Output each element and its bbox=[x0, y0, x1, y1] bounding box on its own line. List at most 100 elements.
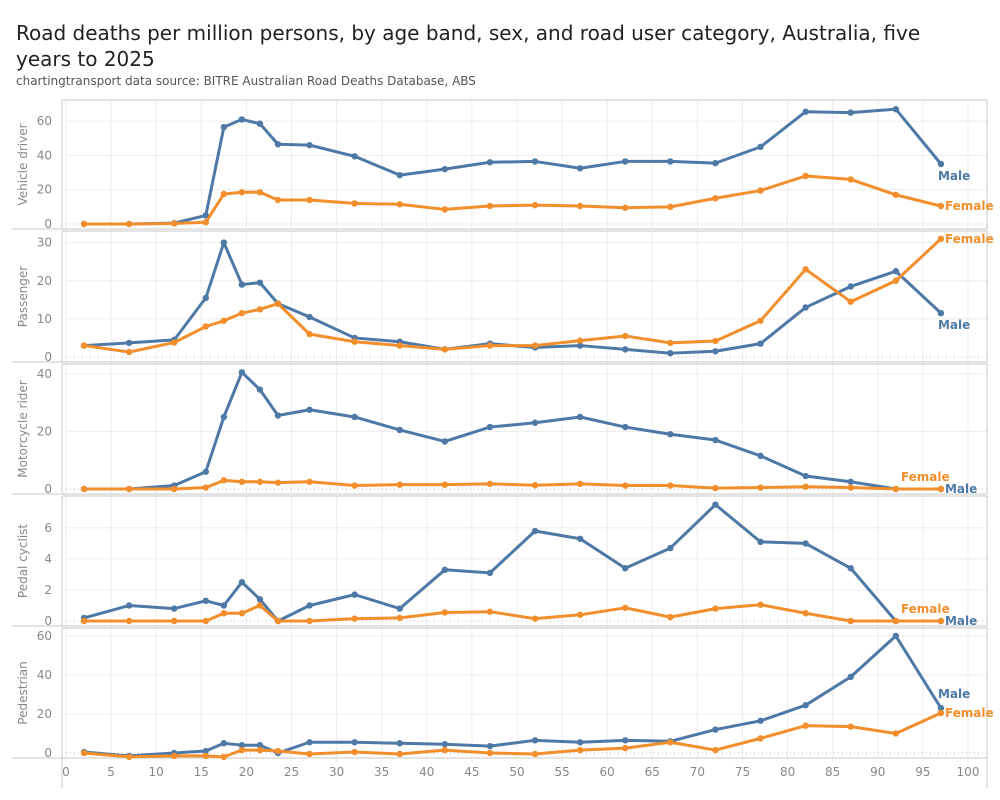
data-point-female[interactable] bbox=[220, 190, 228, 198]
data-point-female[interactable] bbox=[847, 176, 854, 183]
data-point-female[interactable] bbox=[712, 337, 719, 345]
data-point-male[interactable] bbox=[847, 565, 854, 572]
data-point-female[interactable] bbox=[937, 617, 945, 625]
data-point-male[interactable] bbox=[486, 742, 494, 750]
data-point-female[interactable] bbox=[125, 348, 133, 356]
data-point-female[interactable] bbox=[125, 220, 133, 228]
data-point-female[interactable] bbox=[531, 750, 539, 758]
data-point-female[interactable] bbox=[757, 735, 764, 742]
data-point-male[interactable] bbox=[274, 412, 282, 419]
data-point-female[interactable] bbox=[847, 484, 854, 491]
data-point-female[interactable] bbox=[256, 602, 264, 609]
data-point-male[interactable] bbox=[306, 739, 313, 746]
data-point-male[interactable] bbox=[802, 108, 809, 115]
data-point-male[interactable] bbox=[441, 741, 449, 748]
data-point-female[interactable] bbox=[171, 752, 178, 760]
data-point-female[interactable] bbox=[274, 617, 282, 625]
data-point-male[interactable] bbox=[441, 438, 449, 445]
data-point-female[interactable] bbox=[80, 485, 88, 493]
data-point-male[interactable] bbox=[351, 739, 358, 746]
data-point-male[interactable] bbox=[531, 158, 539, 165]
data-point-female[interactable] bbox=[802, 172, 809, 180]
data-point-female[interactable] bbox=[220, 317, 228, 324]
data-point-female[interactable] bbox=[351, 748, 358, 756]
data-point-female[interactable] bbox=[757, 187, 764, 194]
data-point-female[interactable] bbox=[202, 752, 210, 760]
data-point-female[interactable] bbox=[531, 615, 539, 622]
data-point-female[interactable] bbox=[576, 202, 584, 210]
data-point-female[interactable] bbox=[622, 744, 629, 752]
data-point-female[interactable] bbox=[202, 484, 210, 491]
data-point-male[interactable] bbox=[441, 165, 449, 173]
data-point-male[interactable] bbox=[396, 426, 403, 434]
data-point-male[interactable] bbox=[712, 348, 719, 355]
data-point-female[interactable] bbox=[892, 730, 900, 737]
data-point-male[interactable] bbox=[622, 158, 629, 165]
data-point-female[interactable] bbox=[892, 277, 900, 284]
data-point-male[interactable] bbox=[757, 143, 764, 151]
data-point-male[interactable] bbox=[802, 472, 809, 480]
data-point-female[interactable] bbox=[306, 330, 313, 338]
data-point-female[interactable] bbox=[306, 750, 313, 758]
data-point-female[interactable] bbox=[171, 617, 178, 625]
data-point-female[interactable] bbox=[667, 203, 674, 211]
data-point-female[interactable] bbox=[256, 746, 264, 754]
data-point-male[interactable] bbox=[667, 431, 674, 438]
data-point-male[interactable] bbox=[171, 605, 178, 612]
data-point-male[interactable] bbox=[622, 346, 629, 353]
data-point-female[interactable] bbox=[238, 189, 246, 196]
data-point-female[interactable] bbox=[306, 196, 313, 204]
data-point-female[interactable] bbox=[171, 339, 178, 346]
data-point-male[interactable] bbox=[351, 591, 358, 598]
data-point-female[interactable] bbox=[622, 482, 629, 489]
data-point-male[interactable] bbox=[667, 349, 674, 357]
data-point-male[interactable] bbox=[256, 741, 264, 749]
data-point-female[interactable] bbox=[220, 477, 228, 484]
data-point-female[interactable] bbox=[256, 478, 264, 485]
data-point-female[interactable] bbox=[396, 481, 403, 488]
data-point-female[interactable] bbox=[486, 342, 494, 349]
data-point-female[interactable] bbox=[306, 478, 313, 485]
data-point-female[interactable] bbox=[667, 613, 674, 621]
data-point-female[interactable] bbox=[80, 617, 88, 625]
data-point-female[interactable] bbox=[171, 485, 178, 493]
data-point-male[interactable] bbox=[486, 159, 494, 166]
data-point-female[interactable] bbox=[802, 266, 809, 273]
data-point-female[interactable] bbox=[351, 200, 358, 207]
data-point-female[interactable] bbox=[171, 220, 178, 227]
data-point-male[interactable] bbox=[757, 538, 764, 546]
data-point-male[interactable] bbox=[306, 602, 313, 609]
data-point-female[interactable] bbox=[396, 614, 403, 622]
data-point-male[interactable] bbox=[220, 740, 228, 747]
data-point-male[interactable] bbox=[847, 673, 854, 681]
data-point-male[interactable] bbox=[712, 726, 719, 733]
data-point-female[interactable] bbox=[712, 484, 719, 492]
data-point-female[interactable] bbox=[892, 485, 900, 493]
data-point-male[interactable] bbox=[256, 386, 264, 393]
data-point-female[interactable] bbox=[351, 482, 358, 489]
data-point-female[interactable] bbox=[274, 479, 282, 486]
data-point-female[interactable] bbox=[220, 753, 228, 761]
data-point-male[interactable] bbox=[220, 602, 228, 609]
data-point-male[interactable] bbox=[238, 369, 246, 376]
data-point-female[interactable] bbox=[667, 739, 674, 746]
data-point-male[interactable] bbox=[441, 566, 449, 574]
data-point-female[interactable] bbox=[757, 317, 764, 324]
data-point-female[interactable] bbox=[892, 617, 900, 625]
data-point-male[interactable] bbox=[306, 313, 313, 321]
data-point-male[interactable] bbox=[892, 105, 900, 113]
data-point-male[interactable] bbox=[396, 171, 403, 179]
data-point-female[interactable] bbox=[351, 338, 358, 345]
data-point-female[interactable] bbox=[486, 608, 494, 615]
data-point-male[interactable] bbox=[220, 413, 228, 421]
data-point-female[interactable] bbox=[486, 749, 494, 757]
data-point-male[interactable] bbox=[667, 158, 674, 165]
data-point-female[interactable] bbox=[622, 604, 629, 612]
data-point-female[interactable] bbox=[576, 337, 584, 344]
data-point-female[interactable] bbox=[256, 306, 264, 313]
data-point-female[interactable] bbox=[396, 201, 403, 208]
data-point-female[interactable] bbox=[441, 206, 449, 213]
data-point-male[interactable] bbox=[220, 239, 228, 246]
data-point-female[interactable] bbox=[531, 342, 539, 349]
data-point-female[interactable] bbox=[125, 617, 133, 625]
